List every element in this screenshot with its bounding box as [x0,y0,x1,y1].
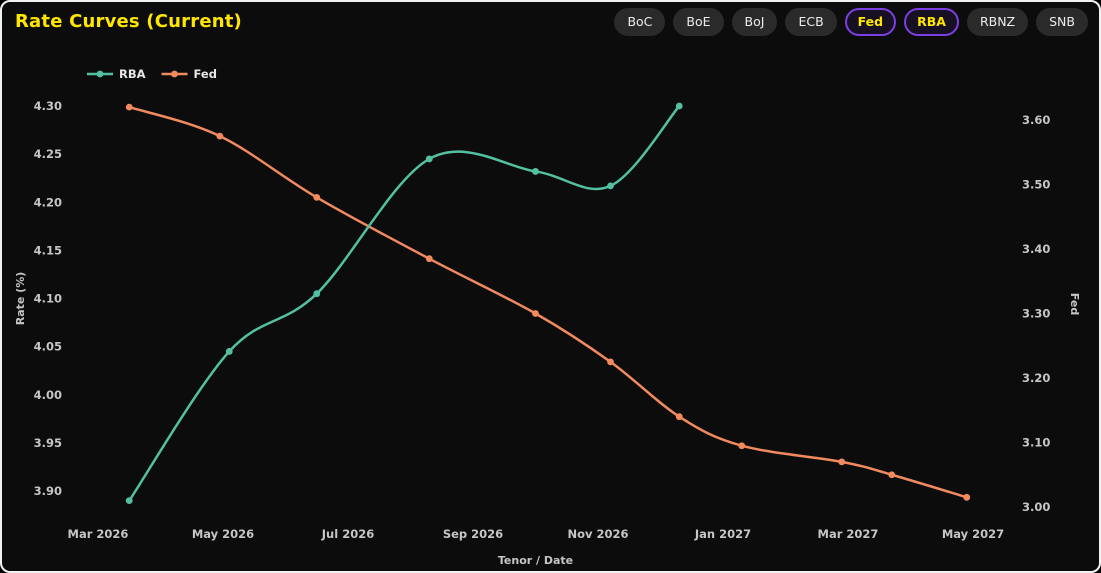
fed-data-point[interactable] [216,132,224,140]
bank-chip-rbnz[interactable]: RBNZ [966,8,1029,36]
x-axis-tick-label: Jan 2027 [694,527,751,541]
bank-selector: BoC BoE BoJ ECB Fed RBA RBNZ SNB [614,8,1088,36]
fed-data-point[interactable] [675,413,683,421]
left-axis-tick-label: 4.15 [34,243,62,257]
left-axis-tick-label: 4.20 [34,195,62,209]
fed-data-point[interactable] [738,442,746,450]
right-axis-tick-label: 3.20 [1022,371,1050,385]
bank-chip-boj[interactable]: BoJ [731,8,778,36]
right-axis-title: Fed [1068,293,1081,315]
right-axis-tick-label: 3.10 [1022,436,1050,450]
left-axis-tick-label: 3.95 [34,436,62,450]
page-title: Rate Curves (Current) [15,11,242,33]
rba-series-line [128,104,681,502]
bank-chip-boc[interactable]: BoC [614,8,666,36]
rba-data-point[interactable] [313,290,321,298]
left-axis-title: Rate (%) [14,272,27,326]
right-axis-tick-label: 3.40 [1022,242,1050,256]
fed-data-point[interactable] [125,103,133,111]
left-axis-tick-label: 4.10 [34,292,62,306]
bank-chip-fed[interactable]: Fed [844,8,897,36]
right-axis-tick-label: 3.60 [1022,113,1050,127]
legend-marker-icon [171,70,178,78]
left-axis-tick-label: 4.30 [34,99,62,113]
bank-chip-boe[interactable]: BoE [673,8,724,36]
bank-chip-snb[interactable]: SNB [1036,8,1088,36]
x-axis-tick-label: Sep 2026 [443,527,503,541]
x-axis-tick-label: Jul 2026 [321,527,374,541]
left-axis-tick-label: 3.90 [34,484,62,498]
fed-data-point[interactable] [607,358,614,366]
rba-data-point[interactable] [675,102,683,110]
legend-item-rba[interactable]: RBA [87,67,146,81]
fed-data-point[interactable] [425,255,433,263]
x-axis-title: Tenor / Date [498,554,573,567]
right-axis-tick-label: 3.30 [1022,307,1050,321]
right-axis-tick-label: 3.00 [1022,500,1050,514]
chart-area: 3.90 3.95 4.00 4.05 4.10 4.15 4.20 4.25 4.30 3.00… [2,52,1101,573]
fed-data-point[interactable] [888,471,896,479]
rate-curves-chart[interactable]: 3.90 3.95 4.00 4.05 4.10 4.15 4.20 4.25 4.30 3.00… [2,52,1101,573]
x-axis-tick-label: Nov 2026 [567,527,628,541]
fed-data-point[interactable] [313,194,321,201]
left-axis-tick-label: 4.25 [34,147,62,161]
fed-data-point[interactable] [838,458,846,466]
fed-data-point[interactable] [963,493,971,501]
fed-data-point[interactable] [532,310,539,317]
x-axis-tick-label: Mar 2026 [68,527,129,541]
legend-item-fed[interactable]: Fed [161,67,217,81]
legend-label: Fed [194,67,217,81]
x-axis-tick-label: Mar 2027 [818,527,879,541]
rba-data-point[interactable] [532,168,539,175]
legend-marker-icon [96,70,104,78]
x-axis-tick-label: May 2027 [942,527,1004,541]
legend-label: RBA [119,67,146,81]
rba-data-point[interactable] [125,497,133,505]
fed-series-line [128,105,968,499]
rba-data-point[interactable] [607,182,614,190]
left-axis-tick-label: 4.00 [34,388,62,402]
rba-data-point[interactable] [425,155,433,163]
bank-chip-ecb[interactable]: ECB [785,8,837,36]
x-axis-tick-label: May 2026 [192,527,254,541]
right-axis-tick-label: 3.50 [1022,178,1050,192]
left-axis-tick-label: 4.05 [34,340,62,354]
rba-data-point[interactable] [225,348,233,355]
bank-chip-rba[interactable]: RBA [904,8,959,36]
header: Rate Curves (Current) BoC BoE BoJ ECB Fed RBA… [15,8,1088,36]
